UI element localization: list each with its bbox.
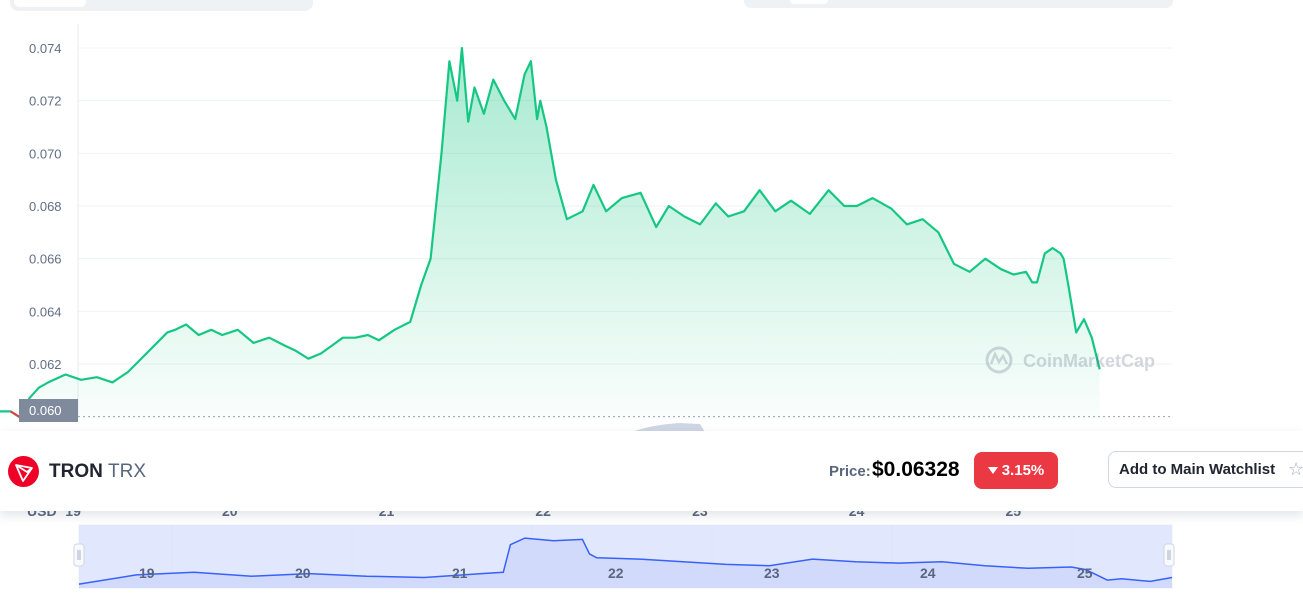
y-tick-label: 0.062 — [29, 357, 62, 372]
add-to-watchlist-button[interactable]: Add to Main Watchlist ☆ — [1108, 451, 1303, 488]
price-area — [0, 48, 1100, 420]
chart-tab-bar[interactable] — [10, 0, 313, 11]
price-label: Price: — [829, 463, 871, 480]
navigator-left-handle[interactable] — [73, 543, 85, 567]
navigator-tick-label: 19 — [139, 565, 155, 581]
y-tick-label: 0.074 — [29, 41, 62, 56]
current-price-tag — [19, 399, 78, 422]
chart-grid — [78, 47, 1172, 365]
price-change-badge: 3.15% — [974, 452, 1058, 489]
current-price-tag-label: 0.060 — [29, 403, 62, 418]
range-tab-active[interactable] — [790, 0, 828, 4]
tron-logo-icon — [8, 456, 39, 487]
volume-bar-peek — [632, 423, 705, 432]
y-tick-label: 0.068 — [29, 199, 62, 214]
navigator-tick-label: 23 — [764, 565, 780, 581]
price-value: $0.06328 — [872, 458, 960, 481]
price-line — [0, 46, 1101, 421]
y-tick-label: 0.066 — [29, 252, 62, 267]
star-icon: ☆ — [1288, 459, 1303, 479]
watermark-text: CoinMarketCap — [1023, 351, 1155, 371]
price-change-value: 3.15% — [1001, 462, 1045, 479]
watchlist-button-label: Add to Main Watchlist — [1119, 461, 1276, 478]
y-tick-label: 0.072 — [29, 94, 62, 109]
coin-symbol: TRX — [108, 461, 146, 482]
navigator-tick-label: 24 — [920, 565, 936, 581]
coin-name: TRON — [49, 461, 103, 482]
caret-down-icon — [987, 467, 998, 474]
navigator-tick-label: 22 — [608, 565, 624, 581]
chart-tab-active[interactable] — [14, 0, 86, 7]
navigator-tick-label: 21 — [452, 565, 468, 581]
y-axis-ticks: 0.074 0.072 0.070 0.068 0.066 0.064 0.062 — [29, 41, 62, 372]
navigator-tick-label: 25 — [1077, 565, 1093, 581]
y-tick-label: 0.064 — [29, 304, 62, 319]
coin-header-bar: TRON TRX Price: $0.06328 3.15% Add to Ma… — [0, 431, 1303, 511]
navigator-right-handle[interactable] — [1163, 543, 1175, 567]
navigator-line — [78, 537, 1173, 585]
navigator-area — [79, 538, 1172, 588]
coinmarketcap-watermark: CoinMarketCap — [985, 346, 1155, 374]
y-tick-label: 0.070 — [29, 146, 62, 161]
coinmarketcap-logo-icon — [985, 346, 1013, 374]
navigator-ticks: 19 20 21 22 23 24 25 — [139, 565, 1093, 581]
navigator-tick-label: 20 — [295, 565, 311, 581]
range-tab-bar[interactable] — [744, 0, 1173, 8]
